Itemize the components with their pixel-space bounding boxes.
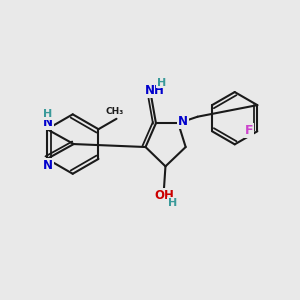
Text: F: F bbox=[245, 124, 253, 137]
Text: H: H bbox=[43, 109, 52, 119]
Text: N: N bbox=[43, 159, 52, 172]
Text: CH₃: CH₃ bbox=[106, 107, 124, 116]
Text: H: H bbox=[157, 77, 167, 88]
Text: NH: NH bbox=[145, 84, 165, 97]
Text: N: N bbox=[43, 116, 52, 129]
Text: H: H bbox=[168, 198, 177, 208]
Text: OH: OH bbox=[154, 189, 174, 202]
Text: N: N bbox=[178, 115, 188, 128]
